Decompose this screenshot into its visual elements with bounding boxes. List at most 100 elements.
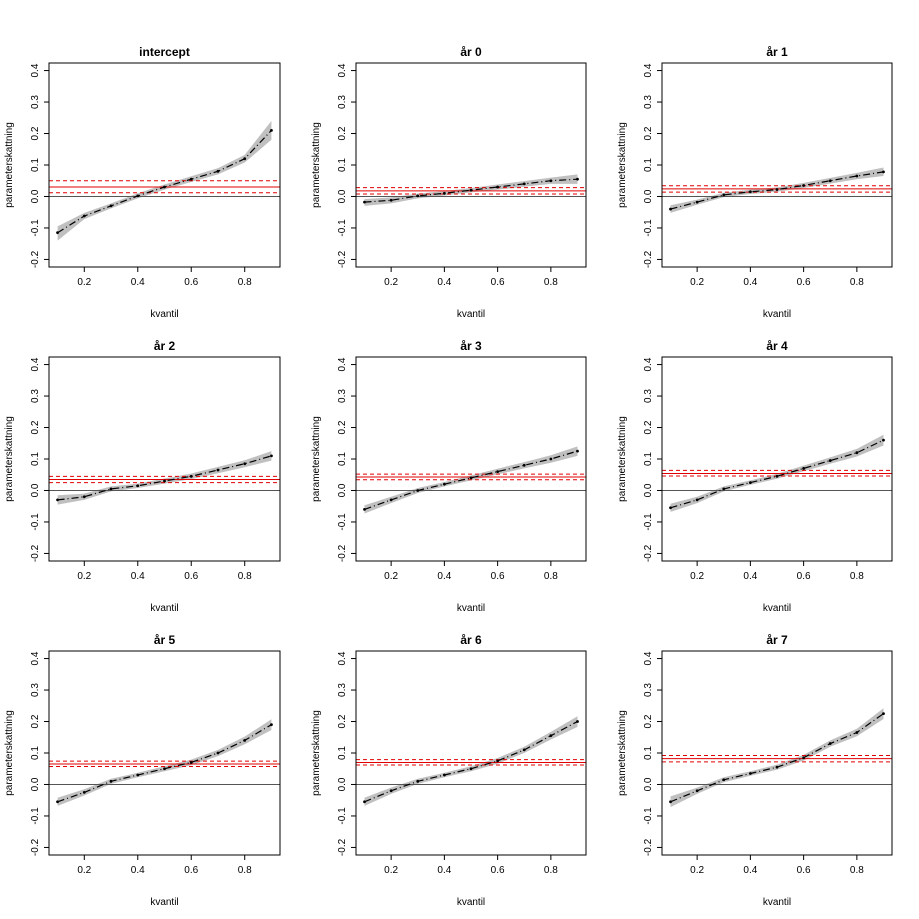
y-tick-label: -0.1 — [337, 807, 348, 825]
x-axis-label: kvantil — [457, 897, 485, 908]
x-tick-label: 0.4 — [743, 277, 757, 288]
y-axis-label: parameterskattning — [4, 710, 15, 796]
estimate-point — [442, 191, 446, 195]
panel-title: år 7 — [766, 633, 788, 647]
panel-2: 0.2 0.4 0.6 0.8 -0.2 -0.1 0.0 0.1 0.2 0.3 0.4 år 1 k… — [617, 45, 893, 320]
y-tick-label: -0.2 — [30, 544, 41, 562]
panel-3: 0.2 0.4 0.6 0.8 -0.2 -0.1 0.0 0.1 0.2 0.3 0.4 år 2 k… — [4, 339, 281, 614]
x-tick-label: 0.8 — [238, 865, 252, 876]
estimate-point — [549, 179, 553, 183]
y-tick-label: -0.2 — [337, 250, 348, 268]
y-tick-label: 0.1 — [337, 452, 348, 466]
x-axis-label: kvantil — [150, 603, 178, 614]
y-tick-label: 0.0 — [337, 777, 348, 791]
x-tick-label: 0.4 — [437, 865, 451, 876]
estimate-point — [695, 200, 699, 204]
y-tick-label: 0.0 — [643, 777, 654, 791]
estimate-point — [522, 182, 526, 186]
estimate-line — [364, 178, 578, 203]
y-axis-label: parameterskattning — [311, 122, 322, 208]
estimate-line — [57, 724, 272, 803]
estimate-point — [576, 177, 579, 181]
estimate-point — [270, 128, 273, 132]
panel-title: år 2 — [154, 339, 176, 353]
x-tick-label: 0.4 — [131, 865, 145, 876]
estimate-point — [802, 184, 806, 187]
y-tick-label: 0.2 — [30, 126, 41, 140]
estimate-point — [163, 767, 166, 771]
plot-frame — [661, 62, 893, 268]
y-tick-label: 0.4 — [643, 63, 654, 77]
estimate-point — [669, 506, 672, 510]
estimate-point — [56, 231, 59, 235]
estimate-point — [802, 756, 806, 760]
x-axis-label: kvantil — [150, 897, 178, 908]
estimate-point — [270, 723, 273, 727]
y-axis-label: parameterskattning — [311, 710, 322, 796]
x-axis-label: kvantil — [457, 309, 485, 320]
x-tick-label: 0.6 — [184, 277, 198, 288]
x-tick-label: 0.6 — [491, 277, 505, 288]
y-tick-label: -0.2 — [30, 250, 41, 268]
estimate-point — [695, 789, 699, 793]
x-tick-label: 0.2 — [384, 865, 398, 876]
x-tick-label: 0.2 — [77, 571, 91, 582]
x-tick-label: 0.6 — [491, 865, 505, 876]
estimate-point — [669, 800, 672, 804]
x-axis-label: kvantil — [457, 603, 485, 614]
y-axis-label: parameterskattning — [617, 416, 628, 502]
plot-frame — [48, 356, 281, 562]
x-axis-label: kvantil — [763, 309, 791, 320]
y-tick-label: -0.2 — [643, 544, 654, 562]
y-tick-label: 0.1 — [30, 452, 41, 466]
y-tick-label: 0.1 — [337, 158, 348, 172]
estimate-point — [416, 489, 420, 492]
y-tick-label: -0.1 — [643, 513, 654, 531]
estimate-point — [882, 438, 885, 442]
y-tick-label: 0.0 — [337, 189, 348, 203]
y-tick-label: 0.2 — [337, 126, 348, 140]
y-tick-label: 0.2 — [337, 420, 348, 434]
estimate-point — [722, 193, 726, 197]
x-tick-label: 0.6 — [184, 865, 198, 876]
y-axis-label: parameterskattning — [4, 122, 15, 208]
estimate-point — [442, 773, 446, 777]
confidence-band — [670, 434, 884, 512]
y-tick-label: -0.1 — [30, 219, 41, 237]
estimate-point — [855, 451, 859, 455]
estimate-point — [522, 463, 526, 467]
panel-title: år 5 — [154, 633, 176, 647]
estimate-point — [748, 772, 752, 775]
y-tick-label: -0.2 — [643, 250, 654, 268]
x-tick-label: 0.4 — [437, 571, 451, 582]
y-tick-label: 0.1 — [30, 158, 41, 172]
plot-frame — [661, 356, 893, 562]
y-tick-label: 0.3 — [30, 389, 41, 403]
estimate-point — [722, 487, 726, 491]
estimate-point — [802, 467, 806, 470]
y-tick-label: 0.4 — [30, 651, 41, 665]
y-tick-label: 0.1 — [643, 452, 654, 466]
x-tick-label: 0.8 — [544, 277, 558, 288]
estimate-point — [82, 214, 86, 218]
y-tick-label: -0.1 — [643, 807, 654, 825]
x-tick-label: 0.2 — [77, 277, 91, 288]
estimate-point — [576, 449, 579, 453]
y-tick-label: 0.0 — [643, 483, 654, 497]
estimate-point — [389, 498, 393, 502]
estimate-point — [416, 194, 420, 198]
panel-0: 0.2 0.4 0.6 0.8 -0.2 -0.1 0.0 0.1 0.2 0.3 0.4 inter… — [4, 45, 281, 320]
estimate-point — [216, 468, 220, 472]
estimate-point — [136, 773, 140, 777]
y-tick-label: 0.3 — [337, 389, 348, 403]
x-tick-label: 0.6 — [184, 571, 198, 582]
panel-title: år 4 — [766, 339, 788, 353]
estimate-point — [549, 457, 553, 461]
x-tick-label: 0.8 — [850, 571, 864, 582]
x-tick-label: 0.8 — [850, 277, 864, 288]
estimate-point — [522, 748, 526, 752]
panel-7: 0.2 0.4 0.6 0.8 -0.2 -0.1 0.0 0.1 0.2 0.3 0.4 år 6 k… — [311, 633, 587, 908]
y-tick-label: 0.3 — [643, 389, 654, 403]
y-tick-label: 0.3 — [30, 683, 41, 697]
